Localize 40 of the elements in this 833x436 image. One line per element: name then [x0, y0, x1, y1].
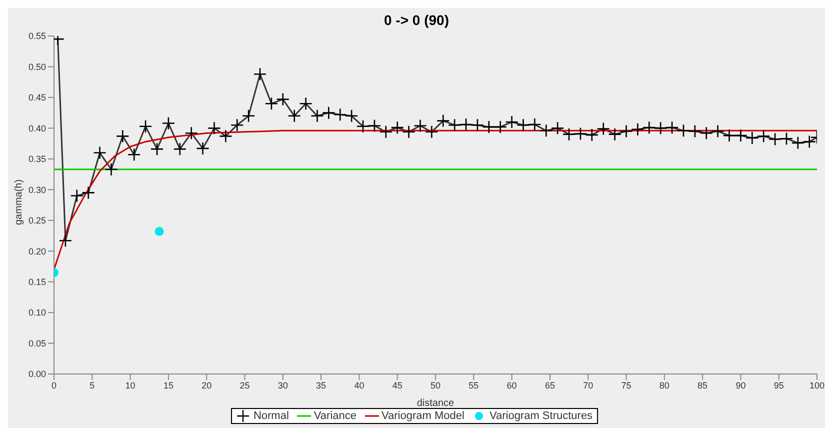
x-tick-label: 40 — [354, 380, 364, 390]
legend-label: Variogram Structures — [488, 410, 593, 422]
y-tick-label: 0.45 — [28, 92, 46, 103]
y-tick-label: 0.10 — [28, 308, 46, 318]
y-tick-label: 0.55 — [28, 31, 46, 42]
x-tick-label: 80 — [659, 380, 670, 390]
x-tick-label: 0 — [51, 380, 57, 390]
x-tick-label: 55 — [468, 380, 479, 390]
x-tick-label: 70 — [583, 380, 594, 390]
x-tick-label: 90 — [736, 380, 746, 390]
x-tick-label: 45 — [392, 380, 402, 390]
y-tick-label: 0.15 — [28, 277, 46, 288]
x-tick-label: 50 — [430, 380, 441, 390]
x-tick-label: 100 — [809, 380, 825, 390]
y-tick-label: 0.40 — [28, 123, 46, 134]
x-tick-label: 95 — [774, 380, 784, 390]
y-tick-label: 0.30 — [28, 184, 46, 195]
y-tick-label: 0.50 — [28, 62, 46, 72]
y-tick-label: 0.05 — [28, 338, 46, 348]
x-tick-label: 85 — [698, 380, 708, 390]
x-tick-label: 25 — [240, 380, 250, 390]
x-tick-label: 60 — [506, 380, 517, 390]
x-tick-label: 75 — [621, 380, 632, 390]
x-tick-label: 10 — [125, 380, 136, 390]
y-axis-title: gamma(h) — [14, 179, 25, 225]
x-tick-label: 35 — [316, 380, 326, 390]
legend-label: Normal — [252, 410, 289, 422]
x-axis-title: distance — [416, 398, 455, 409]
x-tick-label: 5 — [90, 380, 95, 390]
x-tick-label: 15 — [163, 380, 174, 390]
x-tick-label: 20 — [202, 380, 212, 390]
y-tick-label: 0.20 — [28, 246, 46, 256]
y-tick-label: 0.00 — [28, 369, 46, 380]
y-tick-label: 0.25 — [28, 216, 46, 226]
chart-title: 0 -> 0 (90) — [383, 11, 450, 30]
y-tick-label: 0.35 — [28, 154, 46, 164]
legend-label: Variance — [312, 410, 356, 422]
x-tick-label: 30 — [278, 380, 288, 390]
legend-label: Variogram Model — [380, 410, 464, 422]
x-tick-label: 65 — [544, 380, 555, 390]
